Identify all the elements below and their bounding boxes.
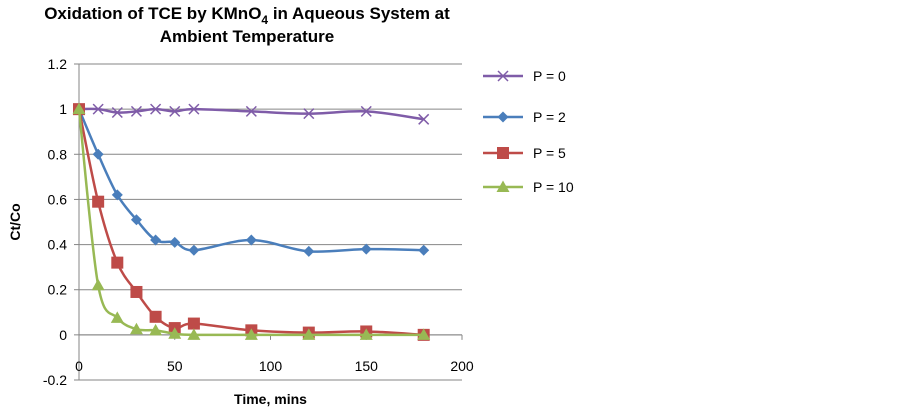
- data-point: [111, 106, 123, 119]
- x-marker-stroke: [92, 103, 104, 115]
- x-marker-stroke: [497, 70, 509, 82]
- chart-title-line-1: Oxidation of TCE by KMnO4 in Aqueous Sys…: [44, 4, 450, 27]
- data-point: [168, 327, 182, 339]
- title-text-part: Ambient Temperature: [160, 27, 334, 46]
- data-point: [169, 105, 181, 117]
- data-point: [187, 317, 200, 330]
- y-tick-label: -0.2: [43, 372, 67, 388]
- data-point: [149, 323, 163, 336]
- x-tick-label: 0: [75, 358, 83, 374]
- data-point: [418, 113, 430, 125]
- x-tick-label: 200: [450, 358, 474, 374]
- title-text-part: in Aqueous System at: [268, 4, 450, 23]
- data-point: [111, 256, 124, 269]
- legend-label: P = 0: [533, 68, 566, 84]
- legend-item: P = 10: [483, 179, 574, 195]
- x-axis-title: Time, mins: [234, 391, 307, 407]
- legend: P = 0 P = 2 P = 5 P = 10: [483, 68, 574, 195]
- data-point: [188, 244, 200, 256]
- y-tick-label: 1.2: [48, 56, 68, 72]
- data-point: [92, 195, 105, 208]
- x-marker-stroke: [130, 105, 142, 117]
- data-point: [188, 103, 200, 115]
- x-marker-stroke: [150, 103, 162, 115]
- x-tick-label: 50: [167, 358, 183, 374]
- y-axis-title: Ct/Co: [7, 203, 23, 240]
- title-text-part: Oxidation of TCE by KMnO: [44, 4, 261, 23]
- legend-item: P = 5: [483, 145, 566, 161]
- legend-item: P = 2: [483, 109, 566, 125]
- data-point: [72, 102, 86, 115]
- data-point: [245, 234, 257, 246]
- x-tick-label: 100: [259, 358, 283, 374]
- data-point: [360, 105, 372, 117]
- legend-swatch-marker: [497, 111, 509, 123]
- chart-title: Oxidation of TCE by KMnO4 in Aqueous Sys…: [44, 4, 450, 46]
- y-tick-label: 0.8: [48, 146, 68, 162]
- legend-swatch-marker: [496, 180, 510, 192]
- series-square: [73, 103, 430, 341]
- data-series: [72, 102, 431, 341]
- data-point: [92, 148, 104, 160]
- y-tick-label: 0.2: [48, 282, 68, 298]
- legend-swatch-marker: [497, 147, 509, 159]
- data-point: [245, 105, 257, 117]
- y-tick-label: 0: [59, 327, 67, 343]
- data-point: [149, 310, 162, 323]
- x-marker-stroke: [169, 105, 181, 117]
- series-triangle: [72, 102, 431, 340]
- data-point: [111, 189, 123, 201]
- legend-item: P = 0: [483, 68, 566, 84]
- data-point: [417, 328, 431, 340]
- series-x: [73, 103, 430, 125]
- data-point: [360, 243, 372, 255]
- data-point: [150, 103, 162, 115]
- legend-label: P = 5: [533, 145, 566, 161]
- series-line: [77, 108, 424, 253]
- x-marker-stroke: [245, 105, 257, 117]
- data-point: [110, 311, 124, 323]
- legend-swatch-marker: [497, 70, 509, 82]
- series-line: [77, 109, 424, 337]
- x-marker-stroke: [418, 113, 430, 125]
- data-point: [91, 278, 105, 291]
- data-point: [130, 214, 142, 226]
- data-point: [150, 234, 162, 246]
- data-point: [130, 285, 143, 298]
- data-point: [169, 236, 181, 248]
- chart-title-line-2: Ambient Temperature: [160, 27, 334, 46]
- legend-label: P = 10: [533, 179, 574, 195]
- x-marker-stroke: [303, 108, 315, 120]
- data-point: [303, 108, 315, 120]
- x-marker-stroke: [188, 103, 200, 115]
- x-marker-stroke: [360, 105, 372, 117]
- data-point: [130, 105, 142, 117]
- data-point: [302, 328, 316, 340]
- data-point: [187, 328, 201, 340]
- data-point: [92, 103, 104, 115]
- x-marker-stroke: [111, 106, 123, 119]
- y-tick-label: 1: [59, 101, 67, 117]
- legend-label: P = 2: [533, 109, 566, 125]
- title-text-part: 4: [261, 13, 268, 27]
- data-point: [129, 322, 143, 335]
- series-line: [77, 108, 424, 337]
- data-point: [359, 328, 373, 340]
- data-point: [303, 245, 315, 257]
- y-tick-label: 0.6: [48, 191, 68, 207]
- series-diamond: [73, 103, 430, 257]
- y-tick-label: 0.4: [48, 237, 68, 253]
- data-point: [244, 328, 258, 340]
- data-point: [418, 244, 430, 256]
- x-tick-label: 150: [355, 358, 379, 374]
